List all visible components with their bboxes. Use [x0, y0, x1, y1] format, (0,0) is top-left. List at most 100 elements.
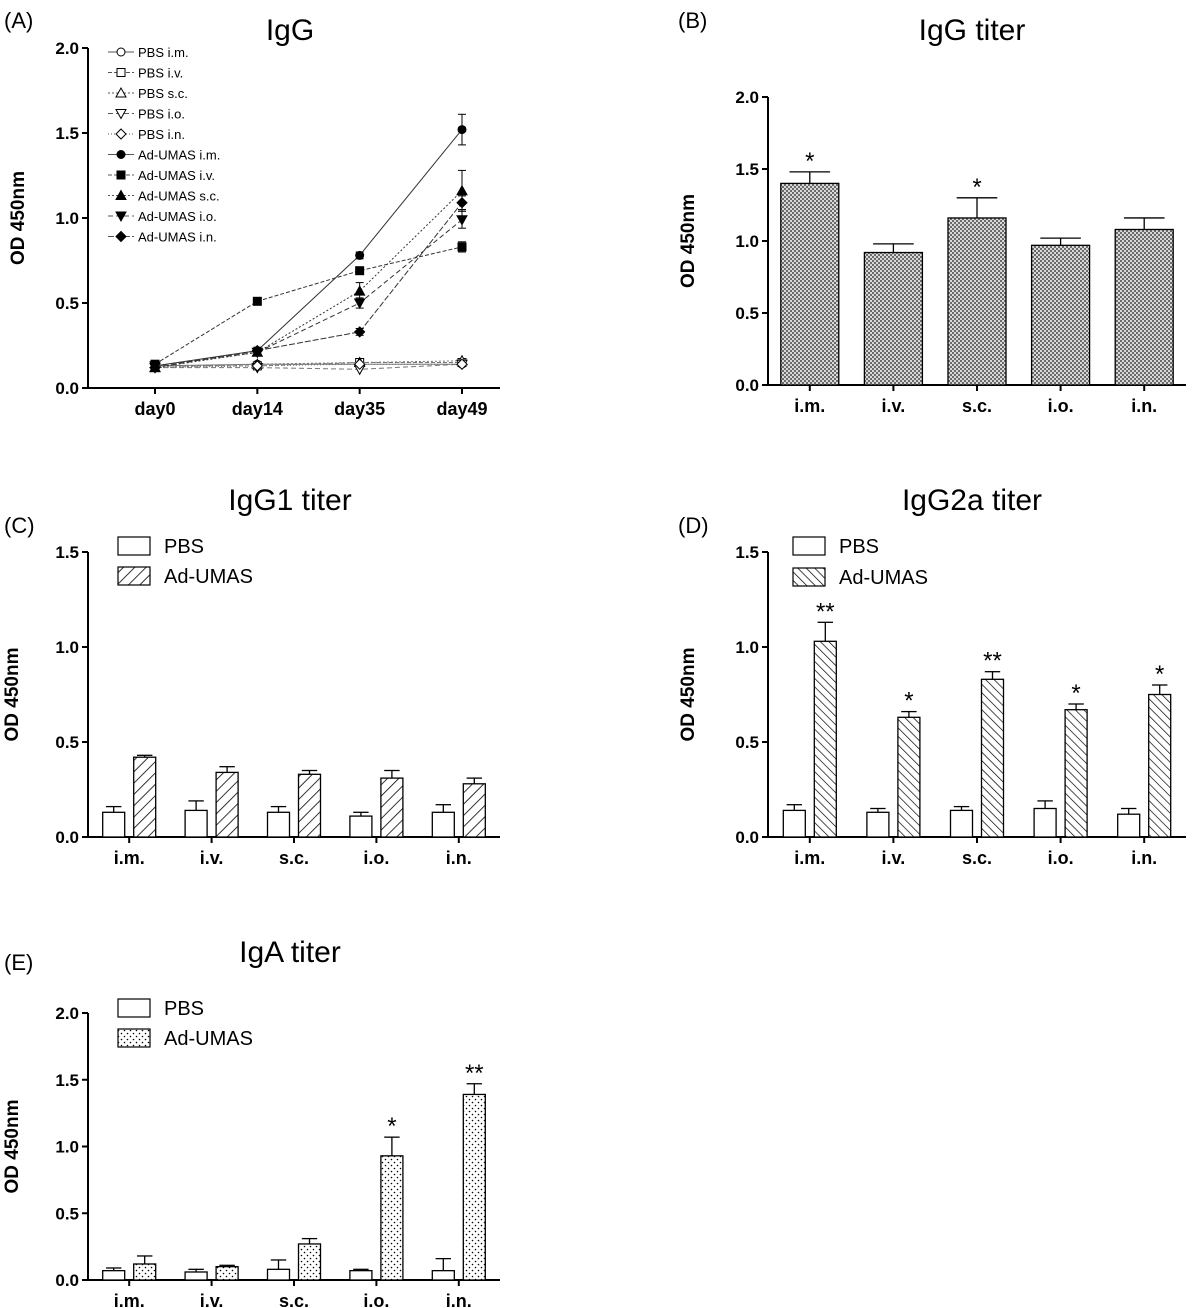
legend-label: PBS s.c.	[138, 86, 188, 101]
bar-group-ad-umas	[133, 1255, 157, 1281]
bar-group-ad-umas	[133, 754, 157, 838]
bar-group-ad-umas: **	[462, 1060, 486, 1281]
legend-label: Ad-UMAS i.v.	[138, 168, 215, 183]
bar-group-ad-umas	[215, 766, 239, 838]
y-tick-label: 0.0	[55, 1271, 79, 1290]
x-tick-label: i.o.	[363, 1291, 389, 1308]
significance-marker: **	[816, 598, 835, 625]
legend-label: PBS i.o.	[138, 107, 185, 122]
data-point	[456, 184, 468, 196]
data-point	[116, 150, 126, 159]
legend-label: PBS i.m.	[138, 45, 189, 60]
legend-label: Ad-UMAS	[164, 1028, 253, 1050]
data-point	[353, 285, 366, 296]
significance-marker: *	[972, 174, 981, 201]
bar-group-ad-umas: *	[380, 1113, 404, 1281]
bar	[949, 809, 974, 838]
significance-marker: *	[387, 1113, 396, 1140]
bar	[431, 811, 455, 838]
chart-title: IgA titer	[239, 936, 341, 969]
y-tick-label: 0.5	[735, 733, 759, 752]
x-tick-label: i.n.	[1131, 396, 1157, 416]
x-tick-label: s.c.	[962, 396, 992, 416]
bar	[102, 811, 126, 838]
panel-b-igg-titer-bar-chart: (B) IgG titer 0.0 0.5 1.0 1.5 2.0 OD 450nm i.m. *…	[678, 8, 1186, 416]
y-tick-label: 1.5	[735, 160, 759, 179]
legend-label: PBS	[164, 536, 204, 558]
legend-swatch	[792, 567, 826, 587]
panel-label: (A)	[4, 8, 33, 33]
x-tick-label: day0	[134, 399, 175, 419]
bar-group-ad-umas: **	[813, 598, 837, 838]
bar-group-igg: *	[780, 148, 840, 386]
legend-swatch	[117, 566, 151, 586]
bar	[349, 815, 373, 838]
y-tick-label: 0.5	[55, 733, 79, 752]
y-tick-label: 1.0	[735, 232, 759, 251]
significance-marker: *	[1071, 680, 1080, 707]
bar-group-igg	[863, 243, 924, 386]
bar	[866, 811, 890, 838]
x-tick-label: i.m.	[114, 1291, 145, 1308]
bar	[380, 777, 404, 838]
legend: PBS i.m. PBS i.v. PBS s.c. PBS i.o. PBS i.n.…	[108, 45, 220, 245]
series-line	[154, 129, 463, 367]
x-tick-label: day14	[232, 399, 283, 419]
bar-group-ad-umas: *	[897, 688, 921, 838]
bar-group-ad-umas: **	[980, 648, 1005, 838]
y-tick-label: 0.0	[735, 376, 759, 395]
data-point	[115, 189, 127, 200]
bar	[184, 1271, 208, 1281]
bar	[266, 811, 291, 838]
bar-group-pbs	[1033, 800, 1057, 838]
chart-title: IgG2a titer	[902, 484, 1042, 517]
x-tick-label: i.o.	[1048, 848, 1074, 868]
data-point	[115, 128, 127, 140]
y-tick-label: 1.5	[55, 543, 79, 562]
y-tick-label: 1.0	[55, 209, 79, 228]
series-line	[154, 363, 462, 369]
significance-marker: **	[465, 1060, 484, 1087]
bar-group-ad-umas	[297, 1237, 322, 1281]
bar-group-igg	[1030, 237, 1091, 386]
bar	[462, 783, 486, 838]
legend-label: Ad-UMAS	[839, 567, 928, 589]
panel-label: (D)	[678, 513, 709, 538]
data-point	[353, 326, 366, 338]
data-point	[355, 266, 365, 276]
bar-group-ad-umas	[462, 777, 486, 838]
bar	[349, 1270, 373, 1281]
data-point	[251, 360, 264, 372]
bar	[813, 640, 837, 838]
bar-group-pbs	[266, 805, 291, 838]
data-point	[355, 250, 365, 260]
data-point	[457, 125, 467, 135]
bar	[980, 678, 1005, 838]
y-tick-label: 0.5	[55, 294, 79, 313]
bar	[1030, 244, 1091, 386]
bar	[297, 773, 322, 838]
x-tick-label: i.m.	[794, 396, 825, 416]
y-tick-label: 0.0	[735, 828, 759, 847]
y-tick-label: 0.0	[55, 828, 79, 847]
bar-group-pbs	[184, 1268, 208, 1281]
y-tick-label: 0.5	[735, 304, 759, 323]
bar-group-pbs	[431, 1257, 455, 1281]
data-point	[115, 109, 127, 120]
bar	[1114, 228, 1174, 386]
panel-label: (E)	[4, 950, 33, 975]
bar	[215, 1266, 239, 1281]
legend-swatch	[117, 536, 151, 556]
bar-group-pbs	[949, 805, 974, 838]
bar	[462, 1093, 486, 1281]
bar	[380, 1155, 404, 1281]
legend-label: PBS	[839, 536, 879, 558]
bar	[1148, 693, 1172, 838]
data-point	[116, 47, 126, 57]
bar	[897, 716, 921, 838]
bar-group-ad-umas: *	[1064, 680, 1088, 838]
data-point	[456, 215, 468, 226]
bar	[215, 771, 239, 838]
data-point	[116, 170, 126, 180]
